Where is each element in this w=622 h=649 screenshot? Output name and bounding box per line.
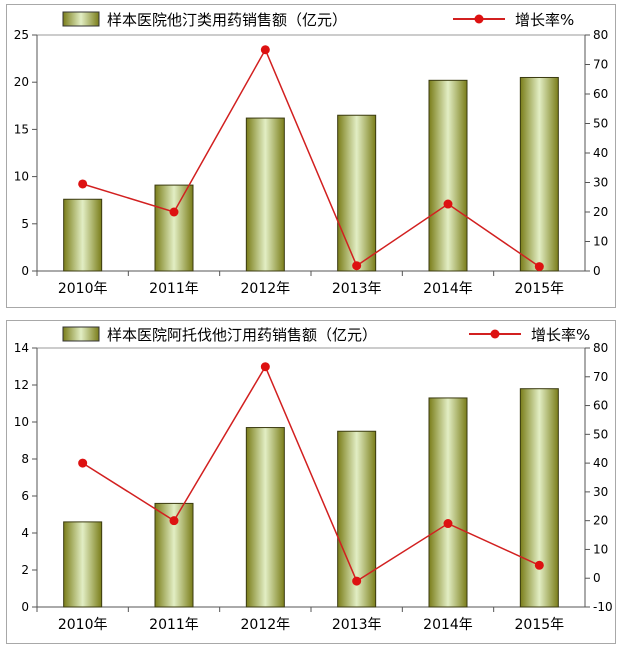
growth-point	[352, 261, 362, 271]
x-tick-label: 2013年	[332, 281, 382, 297]
growth-point	[169, 207, 179, 217]
plot-area	[36, 347, 586, 608]
growth-point	[78, 179, 88, 189]
legend-line-label: 增长率%	[531, 326, 590, 344]
bar	[519, 76, 559, 272]
growth-line	[82, 48, 540, 268]
y-tick-label-right: 20	[593, 514, 608, 528]
y-tick-label-left: 0	[21, 600, 29, 614]
y-tick-label-left: 14	[14, 341, 29, 355]
y-tick-label-left: 4	[21, 526, 29, 540]
y-tick-label-right: 60	[593, 399, 608, 413]
y-tick-label-right: 40	[593, 146, 608, 160]
bar	[63, 198, 103, 272]
y-tick-label-right: 30	[593, 176, 608, 190]
bar	[154, 184, 194, 272]
chart-panel-statin: 样本医院他汀类用药销售额（亿元） 增长率% 0 5 10 15 20 25 0 10 20 30 40 5…	[6, 4, 616, 308]
y-tick-label-left: 5	[21, 217, 29, 231]
y-tick-label-right: 0	[593, 264, 601, 278]
y-tick-label-right: 60	[593, 87, 608, 101]
y-tick-label-left: 10	[14, 415, 29, 429]
growth-point	[443, 199, 453, 209]
y-tick-label-right: 10	[593, 235, 608, 249]
y-tick-label-right: 80	[593, 28, 608, 42]
growth-line	[82, 365, 540, 583]
y-tick-label-left: 25	[14, 28, 29, 42]
x-tick-label: 2012年	[241, 617, 291, 633]
growth-point	[78, 458, 88, 468]
bar	[519, 388, 559, 608]
legend-line-marker	[474, 14, 484, 24]
y-tick-label-right: 10	[593, 542, 608, 556]
growth-point	[352, 576, 362, 586]
y-tick-label-right: 80	[593, 341, 608, 355]
legend-bar-label: 样本医院他汀类用药销售额（亿元）	[107, 11, 347, 29]
x-tick-label: 2010年	[58, 281, 108, 297]
x-tick-label: 2012年	[241, 281, 291, 297]
y-tick-label-left: 12	[14, 378, 29, 392]
chart-statin: 样本医院他汀类用药销售额（亿元） 增长率% 0 5 10 15 20 25 0 10 20 30 40 5…	[14, 11, 609, 297]
growth-point	[443, 519, 453, 529]
y-tick-label-right: 40	[593, 456, 608, 470]
legend-line-label: 增长率%	[515, 11, 574, 29]
y-tick-label-right: 30	[593, 485, 608, 499]
bar	[337, 114, 377, 272]
x-tick-label: 2010年	[58, 617, 108, 633]
growth-point	[534, 262, 544, 272]
x-tick-label: 2015年	[515, 617, 565, 633]
growth-point	[260, 362, 270, 372]
plot-area	[36, 34, 586, 272]
y-tick-label-right: 50	[593, 117, 608, 131]
x-tick-label: 2011年	[149, 617, 199, 633]
y-tick-label-left: 2	[21, 563, 29, 577]
y-tick-label-right: 0	[593, 571, 601, 585]
x-tick-label: 2015年	[515, 281, 565, 297]
y-tick-label-left: 20	[14, 75, 29, 89]
chart-atorvastatin: 样本医院阿托伐他汀用药销售额（亿元） 增长率% 0 2 4 6 8 10 12 14 -10 0 10 2…	[14, 326, 613, 633]
y-tick-label-right: 20	[593, 205, 608, 219]
legend-bar-label: 样本医院阿托伐他汀用药销售额（亿元）	[107, 326, 377, 344]
x-tick-label: 2011年	[149, 281, 199, 297]
bar	[245, 427, 285, 608]
y-tick-label-right: -10	[593, 600, 613, 614]
bar	[428, 397, 468, 608]
x-tick-label: 2014年	[423, 617, 473, 633]
y-tick-label-right: 70	[593, 370, 608, 384]
chart-panel-atorvastatin: 样本医院阿托伐他汀用药销售额（亿元） 增长率% 0 2 4 6 8 10 12 14 -10 0 10 2…	[6, 320, 616, 644]
y-tick-label-right: 50	[593, 427, 608, 441]
legend-line-marker	[490, 329, 500, 339]
y-tick-label-left: 15	[14, 122, 29, 136]
bar	[63, 521, 103, 608]
x-tick-label: 2013年	[332, 617, 382, 633]
growth-point	[260, 45, 270, 55]
y-tick-label-right: 70	[593, 58, 608, 72]
y-tick-label-left: 6	[21, 489, 29, 503]
y-tick-label-left: 0	[21, 264, 29, 278]
growth-point	[534, 560, 544, 570]
growth-point	[169, 516, 179, 526]
legend-bar-swatch	[62, 326, 100, 342]
y-tick-label-left: 8	[21, 452, 29, 466]
x-tick-label: 2014年	[423, 281, 473, 297]
legend-bar-swatch	[62, 11, 100, 27]
bar	[428, 79, 468, 272]
bar	[245, 117, 285, 272]
y-tick-label-left: 10	[14, 170, 29, 184]
